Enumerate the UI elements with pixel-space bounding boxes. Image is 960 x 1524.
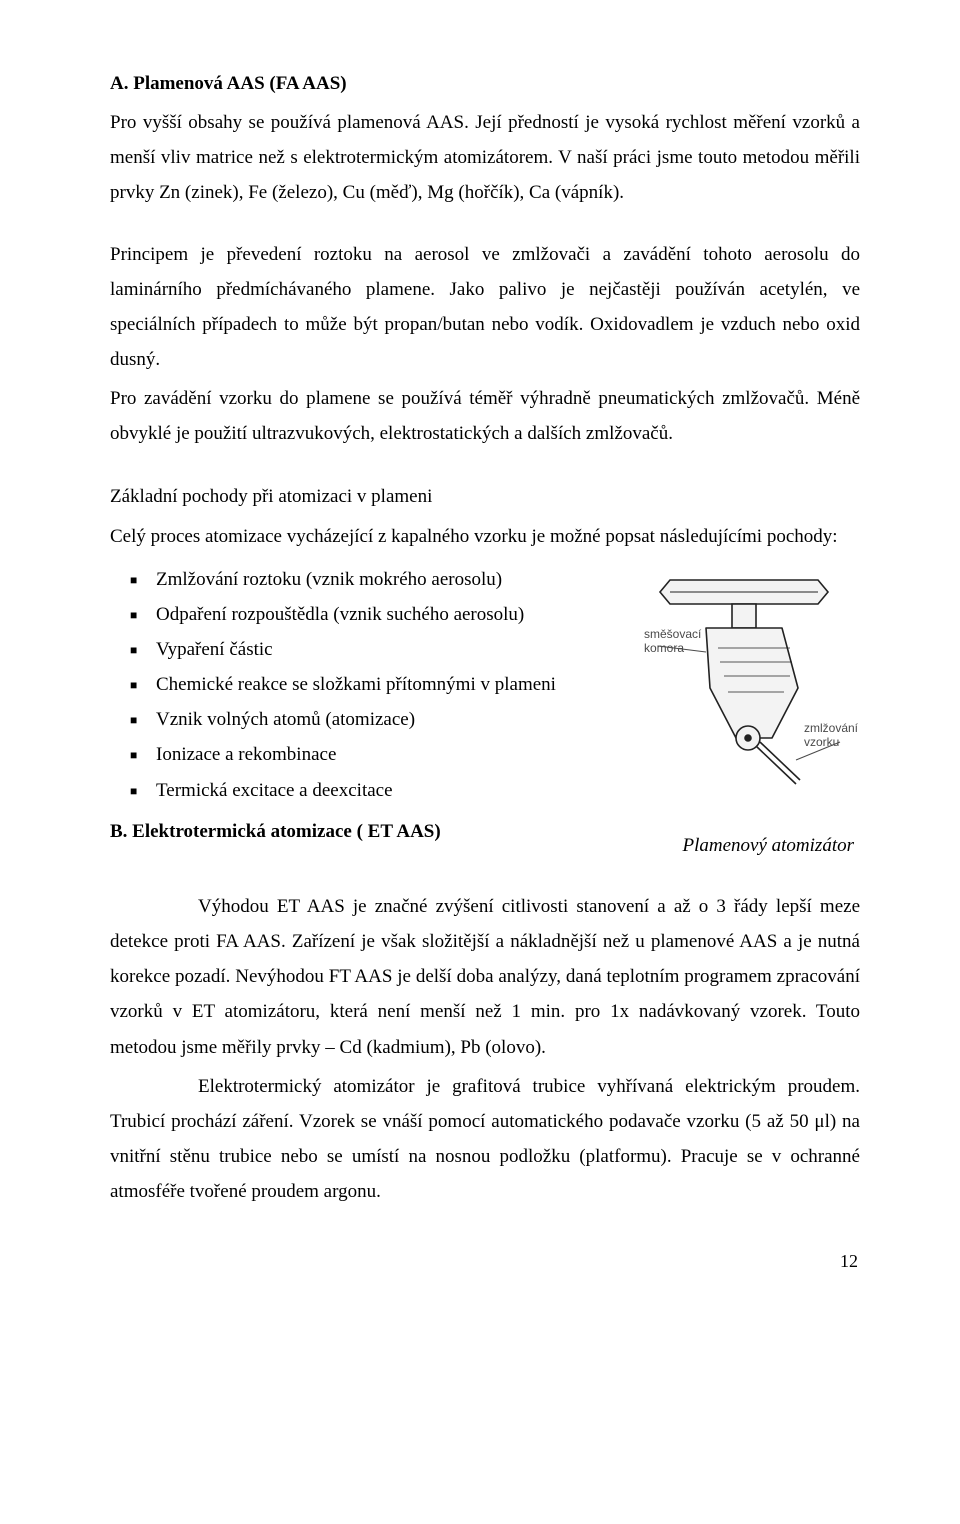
- process-bullet-list: Zmlžování roztoku (vznik mokrého aerosol…: [110, 562, 622, 808]
- section-b-title: B. Elektrotermická atomizace ( ET AAS): [110, 814, 622, 849]
- section-b-p2: Elektrotermický atomizátor je grafitová …: [110, 1069, 860, 1210]
- section-a-p1: Pro vyšší obsahy se používá plamenová AA…: [110, 105, 860, 210]
- figure-caption: Plamenový atomizátor: [640, 828, 860, 863]
- atomizer-figure: směšovací komora zmlžování vzorku: [640, 562, 860, 792]
- section-a-p4: Celý proces atomizace vycházející z kapa…: [110, 519, 860, 554]
- section-a-p3: Pro zavádění vzorku do plamene se použív…: [110, 381, 860, 451]
- list-item: Vznik volných atomů (atomizace): [156, 702, 622, 737]
- section-b-p1: Výhodou ET AAS je značné zvýšení citlivo…: [110, 889, 860, 1065]
- svg-text:komora: komora: [644, 641, 684, 655]
- svg-text:zmlžování: zmlžování: [804, 721, 859, 735]
- svg-text:směšovací: směšovací: [644, 627, 702, 641]
- list-item: Ionizace a rekombinace: [156, 737, 622, 772]
- page-number: 12: [110, 1245, 860, 1278]
- svg-text:vzorku: vzorku: [804, 735, 839, 749]
- section-a-title: A. Plamenová AAS (FA AAS): [110, 66, 860, 101]
- list-item: Odpaření rozpouštědla (vznik suchého aer…: [156, 597, 622, 632]
- list-item: Zmlžování roztoku (vznik mokrého aerosol…: [156, 562, 622, 597]
- list-item: Vypaření částic: [156, 632, 622, 667]
- subhead-atomization: Základní pochody při atomizaci v plameni: [110, 479, 860, 514]
- list-item: Termická excitace a deexcitace: [156, 773, 622, 808]
- list-item: Chemické reakce se složkami přítomnými v…: [156, 667, 622, 702]
- section-a-p2: Principem je převedení roztoku na aeroso…: [110, 237, 860, 378]
